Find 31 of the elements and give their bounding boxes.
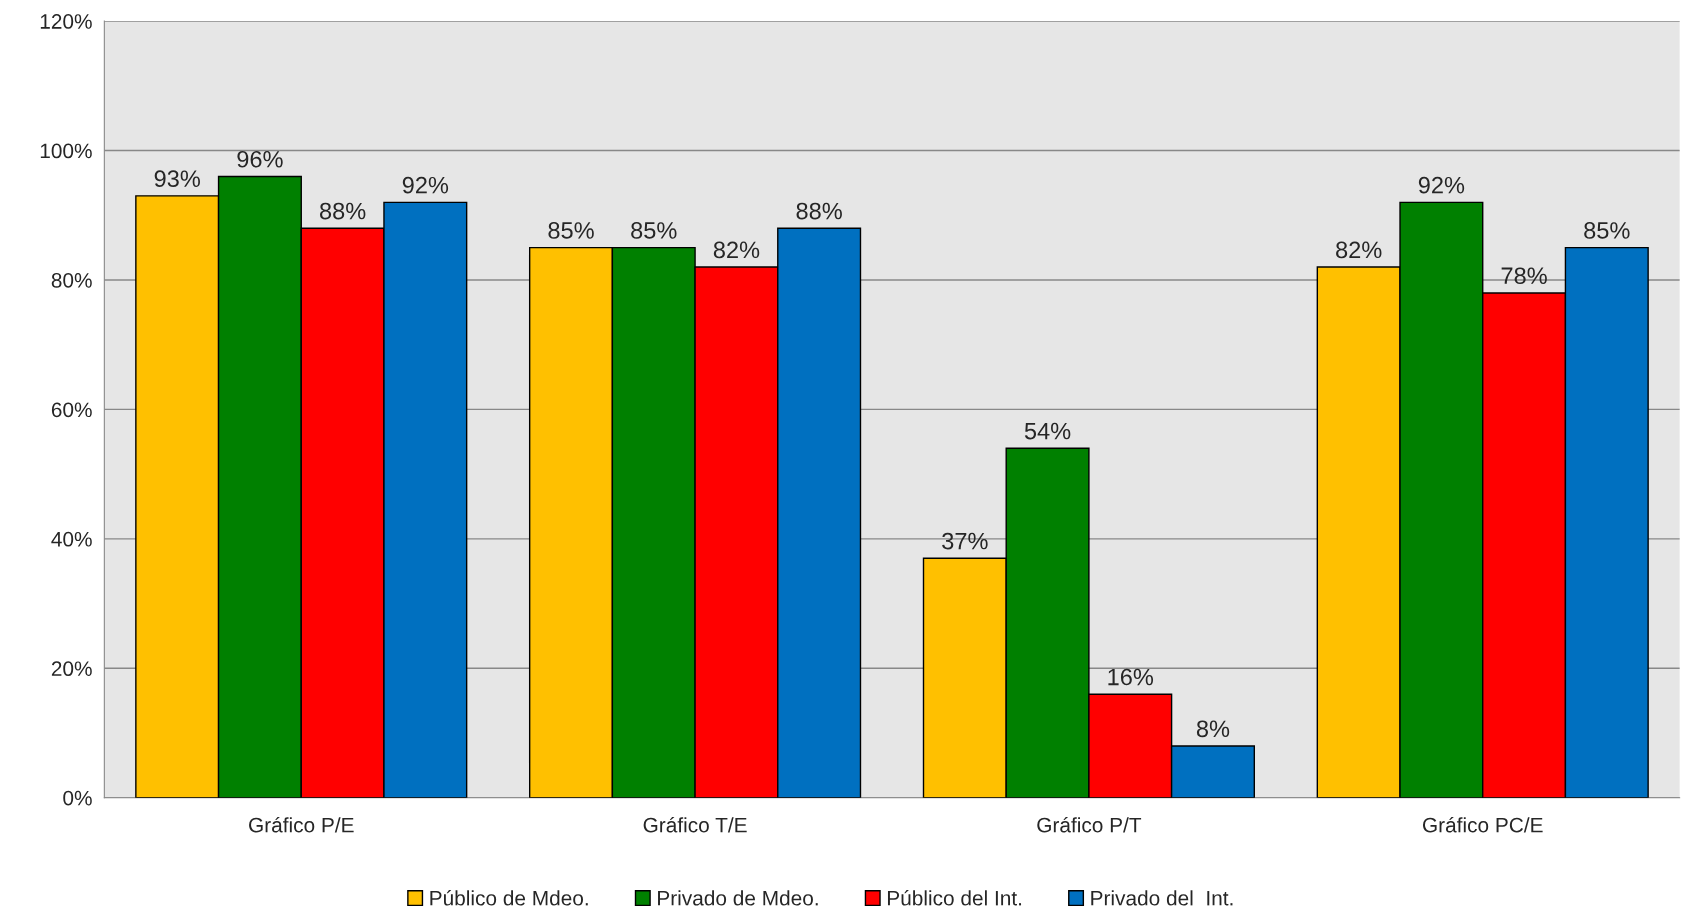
y-tick-label: 20% xyxy=(51,661,92,677)
data-label: 88% xyxy=(320,202,366,220)
data-label: 54% xyxy=(1024,422,1071,440)
y-tick-label: 80% xyxy=(51,272,92,288)
data-label: 82% xyxy=(713,241,760,259)
legend-label: Público de Mdeo. xyxy=(430,890,588,906)
data-label: 78% xyxy=(1501,267,1547,285)
data-label: 92% xyxy=(402,176,449,194)
x-tick-label: Gráfico P/E xyxy=(249,816,354,833)
legend-label: Público del Int. xyxy=(887,890,1022,906)
y-tick-label: 120% xyxy=(40,14,92,29)
legend-label: Privado de Mdeo. xyxy=(658,890,818,906)
x-tick-label: Gráfico T/E xyxy=(643,816,747,833)
x-tick-label: Gráfico P/T xyxy=(1037,816,1142,833)
data-label: 85% xyxy=(1584,222,1630,239)
x-tick-label: Gráfico PC/E xyxy=(1422,816,1543,833)
data-label: 82% xyxy=(1336,241,1382,259)
data-label: 85% xyxy=(548,222,594,239)
y-tick-label: 60% xyxy=(51,402,92,418)
data-label: 96% xyxy=(237,150,283,168)
legend-label: Privado del Int. xyxy=(1091,890,1233,906)
data-label: 37% xyxy=(942,532,988,550)
data-label: 88% xyxy=(796,202,842,220)
y-tick-label: 0% xyxy=(63,790,92,806)
data-label: 92% xyxy=(1418,176,1465,194)
data-label: 8% xyxy=(1196,720,1230,738)
y-tick-label: 40% xyxy=(51,531,92,547)
data-label: 93% xyxy=(154,170,200,188)
y-tick-label: 100% xyxy=(40,143,92,159)
data-label: 85% xyxy=(631,222,677,239)
data-label: 16% xyxy=(1108,668,1154,686)
